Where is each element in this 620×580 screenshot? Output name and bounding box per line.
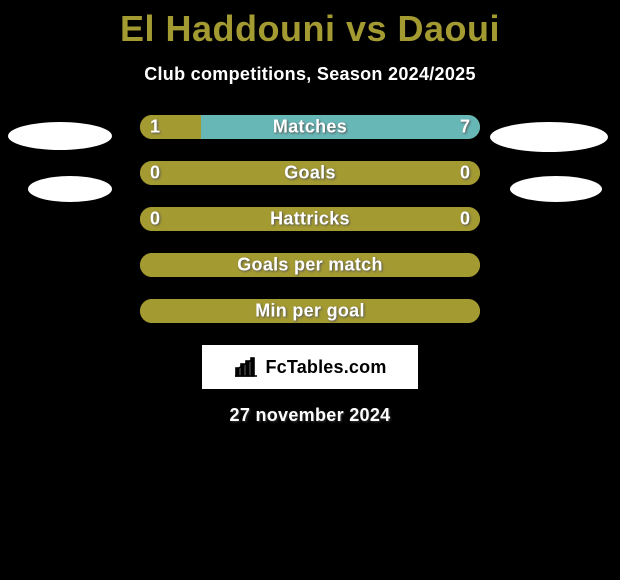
stat-rows: Matches17Goals00Hattricks00Goals per mat… (140, 115, 480, 323)
stat-value-right: 0 (460, 163, 470, 184)
stat-value-right: 0 (460, 209, 470, 230)
stat-row-goals: Goals0 0 (140, 161, 480, 185)
stat-value-left: 0 (150, 209, 160, 230)
player-photo-left-1 (8, 122, 112, 150)
stat-row-hattricks: Hattricks0 0 (140, 207, 480, 231)
stat-row-min-per-goal: Min per goal (140, 299, 480, 323)
stat-row-goals-per-match: Goals per match (140, 253, 480, 277)
stat-label: Goals per match (140, 255, 480, 276)
stat-value-left: 0 (150, 163, 160, 184)
stat-label: Min per goal (140, 301, 480, 322)
branding-text: FcTables.com (265, 357, 386, 378)
comparison-stage: Matches17Goals00Hattricks00Goals per mat… (0, 115, 620, 426)
player-photo-left-2 (28, 176, 112, 202)
branding-box: FcTables.com (202, 345, 418, 389)
stat-label: Hattricks (140, 209, 480, 230)
stat-value-left: 1 (150, 117, 160, 138)
stat-label: Goals (140, 163, 480, 184)
datestamp: 27 november 2024 (0, 405, 620, 426)
stat-label: Matches (140, 117, 480, 138)
page-subtitle: Club competitions, Season 2024/2025 (0, 64, 620, 85)
stat-value-right: 7 (460, 117, 470, 138)
bar-chart-icon (233, 356, 259, 378)
page-title: El Haddouni vs Daoui (0, 0, 620, 50)
player-photo-right-2 (510, 176, 602, 202)
stat-row-matches: Matches1 7 (140, 115, 480, 139)
player-photo-right-1 (490, 122, 608, 152)
